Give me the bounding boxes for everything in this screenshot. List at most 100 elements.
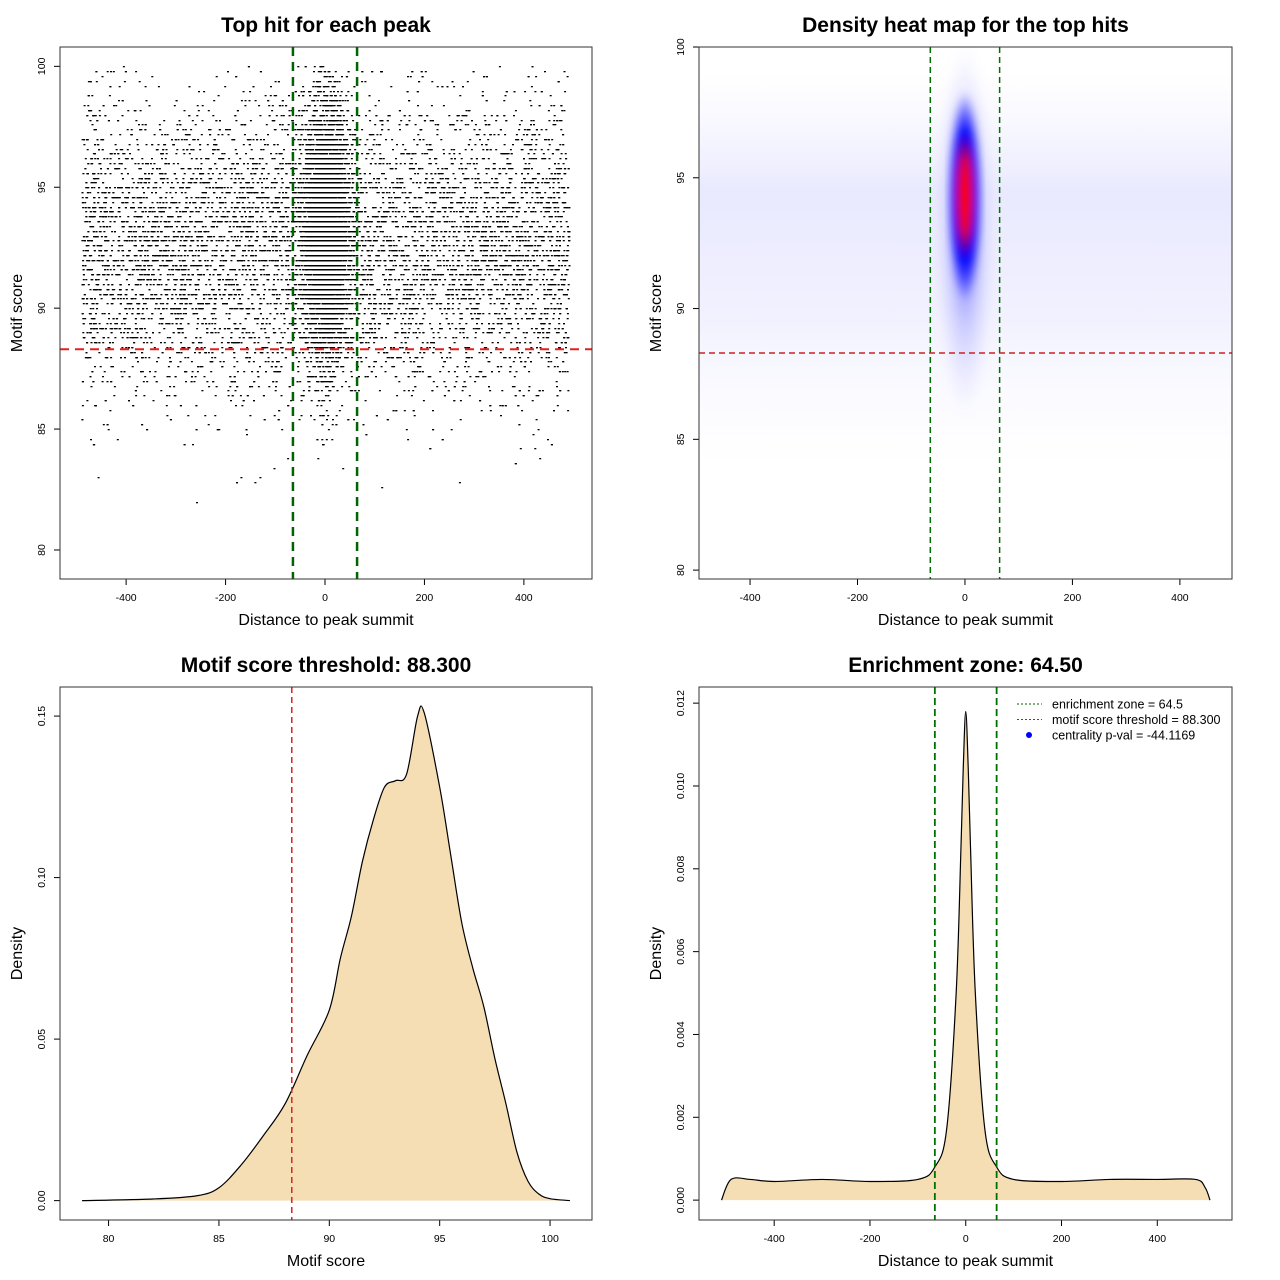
scatter-point: [465, 323, 468, 325]
scatter-point: [82, 250, 85, 252]
scatter-point: [262, 149, 265, 151]
scatter-point: [470, 265, 473, 267]
scatter-point: [153, 347, 156, 349]
scatter-point: [182, 289, 185, 291]
scatter-point: [112, 366, 114, 368]
scatter-point: [123, 221, 126, 223]
scatter-point: [405, 429, 408, 431]
scatter-point: [365, 357, 368, 359]
scatter-point: [371, 332, 374, 334]
scatter-point: [88, 207, 91, 209]
scatter-point: [528, 163, 531, 165]
scatter-point: [257, 342, 260, 344]
scatter-point: [226, 211, 229, 213]
scatter-point: [548, 231, 551, 233]
scatter-point: [544, 71, 546, 73]
scatter-point: [187, 182, 190, 184]
scatter-point: [129, 337, 132, 339]
scatter-point: [261, 168, 264, 170]
scatter-point: [247, 260, 250, 262]
scatter-point: [380, 187, 383, 189]
scatter-point: [369, 187, 372, 189]
scatter-point: [197, 265, 200, 267]
scatter-point: [156, 260, 159, 262]
scatter-point: [172, 269, 175, 271]
scatter-point: [505, 173, 508, 175]
scatter-point: [426, 265, 429, 267]
scatter-point: [183, 255, 186, 257]
scatter-point: [567, 250, 570, 252]
scatter-point: [110, 303, 113, 305]
scatter-point: [275, 221, 278, 223]
scatter-point: [370, 332, 373, 334]
scatter-point: [230, 269, 233, 271]
scatter-point: [447, 371, 450, 373]
scatter-point: [316, 347, 319, 349]
scatter-point: [482, 294, 485, 296]
scatter-point: [461, 318, 463, 320]
scatter-point: [124, 197, 127, 199]
scatter-point: [555, 357, 558, 359]
scatter-point: [152, 207, 155, 209]
scatter-point: [108, 347, 111, 349]
scatter-point: [171, 197, 174, 199]
scatter-point: [176, 298, 179, 300]
scatter-point: [489, 410, 492, 412]
scatter-point: [164, 163, 167, 165]
scatter-point: [158, 211, 161, 213]
scatter-point: [118, 100, 120, 102]
scatter-point: [86, 303, 89, 305]
scatter-point: [182, 347, 184, 349]
scatter-point: [194, 265, 197, 267]
scatter-point: [432, 381, 435, 383]
scatter-point: [182, 178, 185, 180]
scatter-point: [475, 318, 478, 320]
scatter-point: [365, 284, 368, 286]
scatter-point: [435, 163, 438, 165]
scatter-point: [351, 328, 354, 330]
scatter-point: [195, 197, 198, 199]
scatter-point: [432, 332, 435, 334]
scatter-point: [462, 332, 465, 334]
scatter-point: [187, 226, 190, 228]
scatter-point: [192, 173, 195, 175]
scatter-point: [520, 289, 523, 291]
scatter-point: [298, 95, 300, 97]
scatter-point: [154, 308, 157, 310]
scatter-point: [219, 274, 222, 276]
scatter-point: [515, 173, 518, 175]
scatter-point: [395, 226, 398, 228]
scatter-point: [440, 328, 443, 330]
scatter-point: [271, 352, 274, 354]
scatter-point: [255, 134, 258, 136]
scatter-point: [279, 255, 282, 257]
scatter-point: [456, 240, 459, 242]
scatter-point: [406, 303, 409, 305]
scatter-point: [429, 323, 432, 325]
scatter-point: [498, 240, 501, 242]
scatter-point: [535, 289, 538, 291]
scatter-point: [170, 202, 173, 204]
scatter-point: [100, 298, 103, 300]
scatter-point: [210, 332, 213, 334]
scatter-point: [170, 269, 173, 271]
scatter-point: [164, 134, 167, 136]
scatter-point: [222, 279, 224, 281]
scatter-point: [381, 250, 384, 252]
scatter-point: [235, 120, 238, 122]
scatter-point: [273, 468, 276, 470]
scatter-point: [509, 202, 512, 204]
scatter-point: [460, 158, 463, 160]
scatter-point: [456, 245, 459, 247]
scatter-point: [149, 211, 151, 213]
scatter-point: [241, 207, 244, 209]
scatter-point: [415, 332, 417, 334]
scatter-point: [546, 313, 549, 315]
scatter-point: [281, 429, 284, 431]
scatter-point: [369, 260, 372, 262]
scatter-point: [232, 269, 235, 271]
scatter-point: [530, 149, 533, 151]
scatter-point: [120, 332, 123, 334]
scatter-point: [452, 245, 455, 247]
scatter-point: [388, 279, 391, 281]
